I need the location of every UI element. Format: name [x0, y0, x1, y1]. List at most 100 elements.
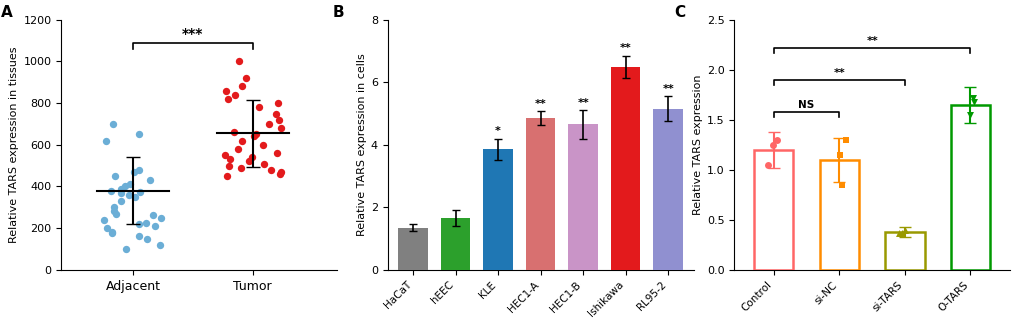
Point	[106, 205, 122, 210]
Point	[98, 225, 114, 231]
Point	[759, 162, 775, 167]
Point	[261, 121, 277, 127]
Bar	[397, 228, 428, 270]
Text: C: C	[674, 5, 685, 20]
Bar	[440, 218, 470, 270]
Y-axis label: Relative TARS expression: Relative TARS expression	[692, 74, 702, 215]
Point	[112, 190, 128, 195]
Point	[768, 137, 785, 142]
Point	[108, 211, 124, 216]
Point	[263, 167, 279, 172]
Bar	[950, 105, 989, 270]
Point	[272, 125, 288, 131]
Point	[237, 75, 254, 81]
Point	[216, 153, 232, 158]
Point	[103, 188, 119, 193]
Point	[834, 182, 850, 188]
Text: NS: NS	[798, 100, 814, 110]
Point	[104, 230, 120, 235]
Point	[107, 173, 123, 179]
Point	[225, 130, 242, 135]
Text: **: **	[833, 68, 845, 78]
Point	[230, 146, 247, 152]
Point	[248, 132, 264, 137]
Point	[254, 142, 270, 147]
Bar	[610, 66, 640, 270]
Point	[218, 173, 234, 179]
Point	[139, 236, 155, 241]
Point	[270, 100, 286, 106]
Point	[893, 230, 909, 236]
Point	[245, 155, 261, 160]
Point	[125, 169, 142, 174]
Point	[234, 84, 251, 89]
Bar	[753, 150, 793, 270]
Point	[131, 189, 148, 194]
Point	[131, 132, 148, 137]
Point	[837, 137, 853, 142]
Point	[268, 111, 284, 116]
Point	[246, 134, 262, 139]
Point	[122, 182, 139, 187]
Point	[130, 234, 147, 239]
Point	[961, 112, 977, 117]
Text: A: A	[1, 5, 12, 20]
Point	[142, 178, 158, 183]
Point	[98, 138, 114, 143]
Point	[233, 138, 250, 143]
Text: B: B	[332, 5, 343, 20]
Point	[130, 167, 147, 172]
Y-axis label: Relative TARS expression in tissues: Relative TARS expression in tissues	[9, 46, 19, 243]
Point	[230, 59, 247, 64]
Bar	[652, 109, 683, 270]
Point	[220, 163, 236, 168]
Bar	[525, 118, 555, 270]
Text: **: **	[865, 36, 877, 46]
Point	[269, 150, 285, 156]
Text: **: **	[661, 84, 674, 94]
Point	[126, 194, 143, 199]
Point	[240, 159, 257, 164]
Bar	[819, 160, 858, 270]
Point	[106, 209, 122, 214]
Point	[138, 220, 154, 226]
Point	[226, 92, 243, 97]
Point	[830, 152, 847, 157]
Point	[153, 215, 169, 220]
Point	[117, 246, 133, 252]
Bar	[568, 124, 597, 270]
Point	[965, 99, 981, 104]
Point	[891, 230, 907, 236]
Bar	[483, 149, 513, 270]
Point	[152, 242, 168, 247]
Point	[117, 184, 133, 189]
Point	[256, 161, 272, 166]
Point	[105, 121, 121, 127]
Point	[271, 171, 287, 177]
Point	[96, 217, 112, 222]
Y-axis label: Relative TARS expression in cells: Relative TARS expression in cells	[357, 53, 366, 236]
Text: **: **	[534, 99, 546, 109]
Point	[130, 221, 147, 227]
Point	[113, 198, 129, 204]
Point	[964, 95, 980, 100]
Text: ***: ***	[182, 27, 204, 40]
Point	[104, 231, 120, 236]
Point	[251, 105, 267, 110]
Bar	[884, 232, 923, 270]
Point	[220, 96, 236, 102]
Point	[272, 169, 288, 174]
Text: **: **	[620, 43, 631, 53]
Point	[271, 117, 287, 122]
Point	[145, 212, 161, 217]
Text: **: **	[577, 98, 588, 108]
Text: *: *	[494, 126, 500, 136]
Point	[112, 186, 128, 191]
Point	[764, 142, 781, 147]
Point	[896, 227, 912, 232]
Point	[217, 88, 233, 93]
Point	[147, 223, 163, 229]
Point	[222, 157, 238, 162]
Point	[120, 192, 137, 197]
Point	[232, 165, 249, 170]
